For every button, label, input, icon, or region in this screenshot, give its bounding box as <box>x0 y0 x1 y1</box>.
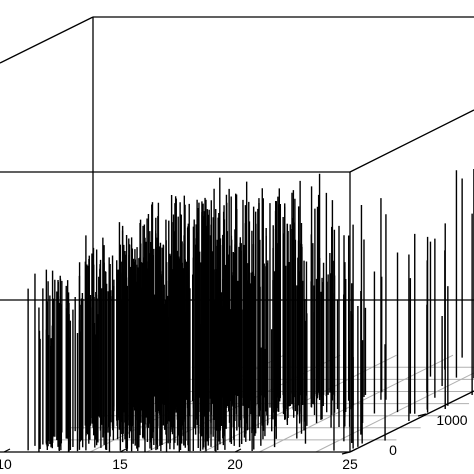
y-tick <box>341 451 351 455</box>
y-axis-line <box>349 390 474 453</box>
axis-edge <box>0 16 94 64</box>
axes-box-front <box>0 171 474 453</box>
x-tick <box>119 448 127 453</box>
x-tick-label: 25 <box>342 456 358 472</box>
x-tick <box>3 448 11 453</box>
x-tick-label: 15 <box>112 456 128 472</box>
x-tick-label: 10 <box>0 456 12 472</box>
axis-edge <box>349 109 474 173</box>
y-tick-label: 1000 <box>436 412 467 428</box>
ticks: 10 15 20 25 0 1000 <box>0 412 468 472</box>
x-tick <box>349 448 357 453</box>
y-tick-label: 0 <box>389 442 397 458</box>
x-tick-label: 20 <box>227 456 243 472</box>
stems <box>27 169 474 452</box>
y-tick <box>417 413 427 417</box>
x-tick <box>234 448 242 453</box>
